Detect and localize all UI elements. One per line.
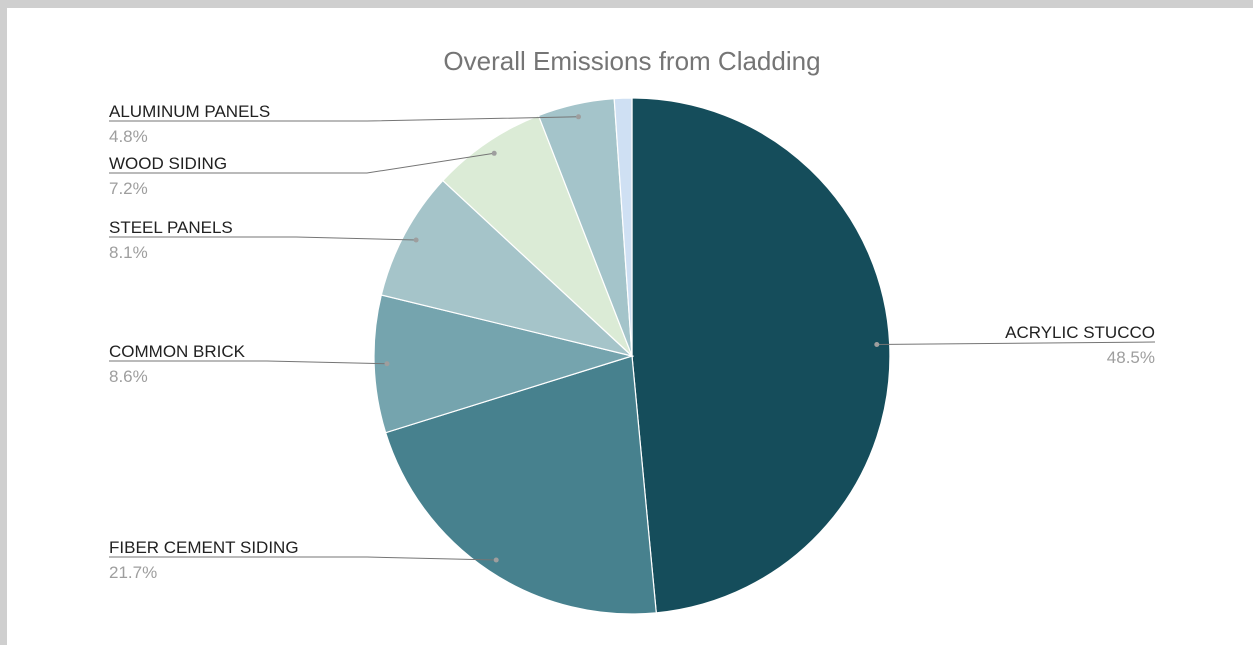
leader-dot-aluminum-panels bbox=[576, 114, 581, 120]
slice-value-steel-panels: 8.1% bbox=[109, 243, 148, 262]
pie-slice-fiber-cement-siding bbox=[384, 355, 657, 615]
leader-dot-acrylic-stucco bbox=[874, 342, 880, 347]
slice-value-wood-siding: 7.2% bbox=[109, 179, 148, 198]
slice-labels: ACRYLIC STUCCO 48.5% FIBER CEMENT SIDING 21… bbox=[109, 102, 1156, 582]
pie-chart: Overall Emissions from Cladding ACRYLIC … bbox=[109, 46, 1156, 615]
leader-line-acrylic-stucco bbox=[876, 341, 1156, 345]
leader-line-fiber-cement-siding bbox=[109, 556, 497, 561]
slice-label-fiber-cement-siding: FIBER CEMENT SIDING bbox=[109, 538, 299, 557]
pie-slice-steel-panels bbox=[380, 179, 635, 358]
leader-dot-wood-siding bbox=[491, 150, 497, 156]
slice-value-aluminum-panels: 4.8% bbox=[109, 127, 148, 146]
pie-slice-acrylic-stucco bbox=[631, 97, 891, 614]
slice-value-fiber-cement-siding: 21.7% bbox=[109, 563, 157, 582]
slice-label-acrylic-stucco: ACRYLIC STUCCO bbox=[1005, 323, 1155, 342]
leader-dot-steel-panels bbox=[413, 237, 419, 243]
pie-slice-unlabeled bbox=[613, 97, 633, 357]
slice-label-aluminum-panels: ALUMINUM PANELS bbox=[109, 102, 270, 121]
leader-dot-fiber-cement-siding bbox=[493, 557, 499, 563]
pie-slice-wood-siding bbox=[441, 114, 633, 357]
leader-dot-common-brick bbox=[384, 361, 390, 367]
pie-slice-common-brick bbox=[373, 294, 635, 434]
leader-line-common-brick bbox=[109, 360, 388, 365]
chart-title: Overall Emissions from Cladding bbox=[443, 46, 820, 76]
leader-line-wood-siding bbox=[109, 152, 495, 174]
slice-value-acrylic-stucco: 48.5% bbox=[1107, 348, 1155, 367]
slice-label-common-brick: COMMON BRICK bbox=[109, 342, 246, 361]
slice-label-steel-panels: STEEL PANELS bbox=[109, 218, 233, 237]
slice-label-wood-siding: WOOD SIDING bbox=[109, 154, 227, 173]
slice-value-common-brick: 8.6% bbox=[109, 367, 148, 386]
leader-line-steel-panels bbox=[109, 236, 417, 241]
chart-frame: Overall Emissions from Cladding ACRYLIC … bbox=[7, 8, 1253, 645]
leader-line-aluminum-panels bbox=[109, 116, 579, 122]
pie-slices bbox=[373, 97, 891, 615]
